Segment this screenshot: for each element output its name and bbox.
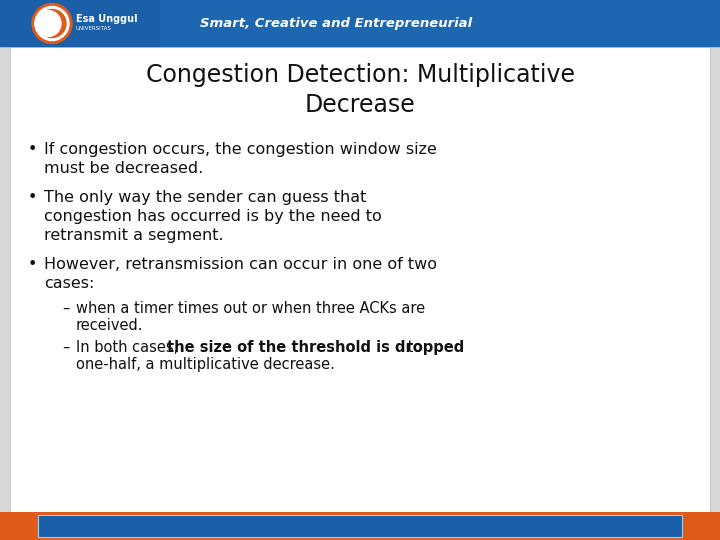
Bar (0, 512, 720, 540)
Text: one-half, a multiplicative decrease.: one-half, a multiplicative decrease. (76, 357, 335, 372)
Text: In both cases,: In both cases, (76, 340, 183, 355)
Text: Congestion Detection: Multiplicative: Congestion Detection: Multiplicative (145, 63, 575, 87)
Text: Smart, Creative and Entrepreneurial: Smart, Creative and Entrepreneurial (200, 17, 472, 30)
Text: retransmit a segment.: retransmit a segment. (44, 228, 224, 243)
Text: Decrease: Decrease (305, 93, 415, 117)
Text: •: • (28, 257, 37, 272)
Text: must be decreased.: must be decreased. (44, 161, 203, 176)
Text: when a timer times out or when three ACKs are: when a timer times out or when three ACK… (76, 301, 425, 316)
Text: –: – (62, 340, 69, 355)
Circle shape (35, 10, 61, 37)
Text: •: • (28, 190, 37, 205)
Text: However, retransmission can occur in one of two: However, retransmission can occur in one… (44, 257, 437, 272)
Bar (160, 0, 720, 47)
Text: cases:: cases: (44, 276, 94, 291)
Text: UNIVERSITAS: UNIVERSITAS (76, 26, 112, 31)
Text: congestion has occurred is by the need to: congestion has occurred is by the need t… (44, 209, 382, 224)
Circle shape (38, 10, 66, 37)
Text: If congestion occurs, the congestion window size: If congestion occurs, the congestion win… (44, 142, 437, 157)
Text: Esa Unggul: Esa Unggul (76, 15, 138, 24)
Text: the size of the threshold is dropped: the size of the threshold is dropped (167, 340, 464, 355)
Circle shape (32, 3, 72, 44)
Circle shape (35, 6, 69, 40)
Bar (10, 47, 710, 512)
Bar (0, 0, 720, 47)
Text: •: • (28, 142, 37, 157)
Text: received.: received. (76, 318, 143, 333)
Text: to: to (403, 340, 422, 355)
Bar (38, 515, 682, 537)
Text: The only way the sender can guess that: The only way the sender can guess that (44, 190, 366, 205)
Text: –: – (62, 301, 69, 316)
